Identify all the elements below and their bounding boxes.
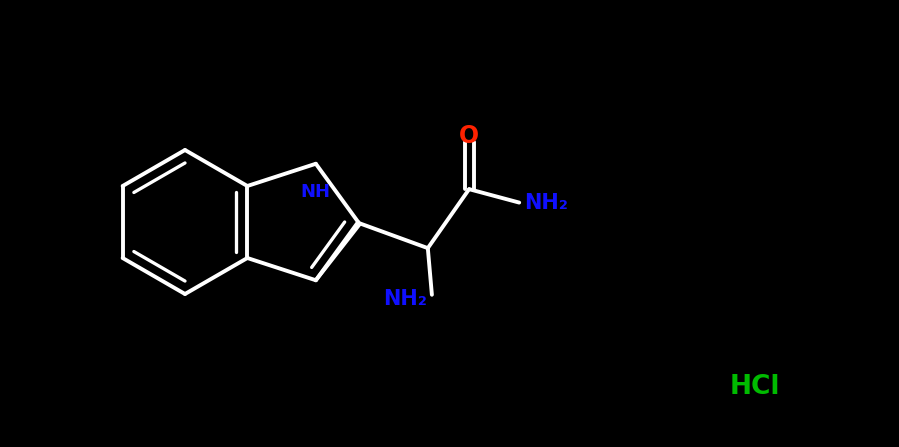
Text: NH₂: NH₂ bbox=[524, 193, 568, 213]
Text: NH₂: NH₂ bbox=[383, 289, 427, 309]
Text: O: O bbox=[459, 124, 479, 148]
Text: NH: NH bbox=[301, 183, 331, 201]
Text: HCl: HCl bbox=[730, 374, 780, 400]
